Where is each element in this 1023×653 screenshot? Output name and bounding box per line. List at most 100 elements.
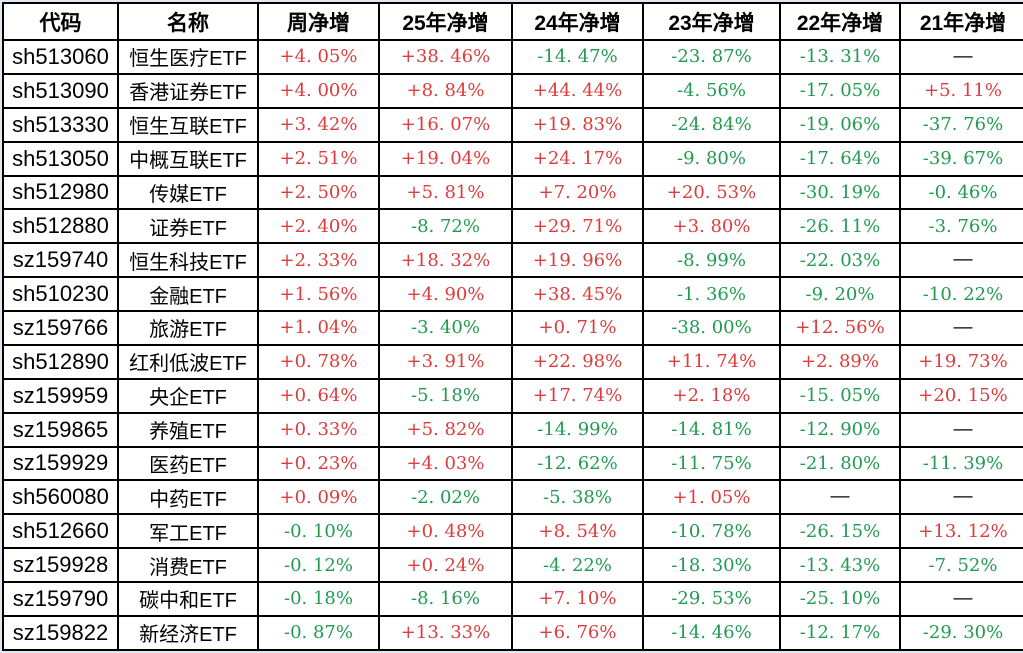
column-header: 23年净增: [642, 2, 781, 41]
net-change-cell: -21. 80%: [779, 445, 901, 482]
column-header: 代码: [2, 2, 119, 41]
net-change-cell: +19. 04%: [378, 140, 513, 177]
table-row: sz159928 消费ETF -0. 12% +0. 24% -4. 22% -18. 3…: [2, 547, 1023, 583]
net-change-cell: -8. 72%: [378, 208, 513, 245]
net-change-cell: -23. 87%: [642, 39, 781, 75]
etf-code-cell: sz159822: [2, 614, 119, 652]
net-change-cell: -7. 52%: [899, 547, 1023, 583]
etf-code-cell: sh513330: [2, 106, 119, 143]
column-header: 名称: [117, 2, 259, 41]
net-change-cell: +13. 33%: [378, 614, 513, 652]
net-change-cell: -4. 22%: [511, 547, 644, 583]
net-change-cell: -29. 30%: [899, 614, 1023, 652]
net-change-cell: +1. 56%: [257, 276, 380, 312]
net-change-cell: +19. 83%: [511, 106, 644, 143]
net-change-cell: -17. 64%: [779, 140, 901, 177]
net-change-cell: +13. 12%: [899, 513, 1023, 550]
net-change-cell: —: [899, 479, 1023, 516]
etf-code-cell: sz159929: [2, 445, 119, 482]
column-header: 24年净增: [511, 2, 644, 41]
table-row: sh512880 证券ETF +2. 40% -8. 72% +29. 71% +3. 8…: [2, 208, 1023, 245]
net-change-cell: -13. 43%: [779, 547, 901, 583]
net-change-cell: -12. 62%: [511, 445, 644, 482]
table-row: sh513060 恒生医疗ETF +4. 05% +38. 46% -14. 47% -2…: [2, 39, 1023, 75]
net-change-cell: -18. 30%: [642, 547, 781, 583]
etf-code-cell: sh510230: [2, 276, 119, 312]
etf-code-cell: sz159959: [2, 377, 119, 414]
table-row: sz159959 央企ETF +0. 64% -5. 18% +17. 74% +2. 1…: [2, 377, 1023, 414]
net-change-cell: -24. 84%: [642, 106, 781, 143]
net-change-cell: -4. 56%: [642, 72, 781, 109]
net-change-cell: -26. 15%: [779, 513, 901, 550]
net-change-cell: -14. 47%: [511, 39, 644, 75]
table-row: sh560080 中药ETF +0. 09% -2. 02% -5. 38% +1. 05…: [2, 479, 1023, 516]
net-change-cell: +4. 90%: [378, 276, 513, 312]
net-change-cell: —: [899, 581, 1023, 617]
etf-name-cell: 香港证券ETF: [117, 72, 259, 109]
net-change-cell: -0. 46%: [899, 174, 1023, 211]
table-row: sh512980 传媒ETF +2. 50% +5. 81% +7. 20% +20. 5…: [2, 174, 1023, 211]
etf-code-cell: sh512660: [2, 513, 119, 550]
net-change-cell: +5. 82%: [378, 411, 513, 448]
net-change-cell: +38. 46%: [378, 39, 513, 75]
net-change-cell: +8. 54%: [511, 513, 644, 550]
net-change-cell: +19. 96%: [511, 242, 644, 279]
net-change-cell: -15. 05%: [779, 377, 901, 414]
etf-code-cell: sh560080: [2, 479, 119, 516]
net-change-cell: +0. 78%: [257, 343, 380, 380]
net-change-cell: +0. 64%: [257, 377, 380, 414]
net-change-cell: -9. 80%: [642, 140, 781, 177]
net-change-cell: +20. 53%: [642, 174, 781, 211]
etf-code-cell: sh513060: [2, 39, 119, 75]
net-change-cell: —: [899, 411, 1023, 448]
etf-code-cell: sh512890: [2, 343, 119, 380]
table-row: sh513090 香港证券ETF +4. 00% +8. 84% +44. 44% -4.…: [2, 72, 1023, 109]
etf-name-cell: 证券ETF: [117, 208, 259, 245]
net-change-cell: +38. 45%: [511, 276, 644, 312]
net-change-cell: -30. 19%: [779, 174, 901, 211]
net-change-cell: +0. 24%: [378, 547, 513, 583]
net-change-cell: +6. 76%: [511, 614, 644, 652]
net-change-cell: +0. 33%: [257, 411, 380, 448]
net-change-cell: +5. 81%: [378, 174, 513, 211]
net-change-cell: -8. 16%: [378, 581, 513, 617]
net-change-cell: +0. 71%: [511, 310, 644, 346]
etf-code-cell: sz159766: [2, 310, 119, 346]
net-change-cell: -37. 76%: [899, 106, 1023, 143]
etf-name-cell: 碳中和ETF: [117, 581, 259, 617]
table-row: sh513050 中概互联ETF +2. 51% +19. 04% +24. 17% -9…: [2, 140, 1023, 177]
etf-name-cell: 恒生互联ETF: [117, 106, 259, 143]
net-change-cell: -14. 81%: [642, 411, 781, 448]
net-change-cell: +11. 74%: [642, 343, 781, 380]
net-change-cell: —: [899, 39, 1023, 75]
etf-name-cell: 旅游ETF: [117, 310, 259, 346]
net-change-cell: -38. 00%: [642, 310, 781, 346]
net-change-cell: +3. 80%: [642, 208, 781, 245]
net-change-cell: +1. 05%: [642, 479, 781, 516]
net-change-cell: -17. 05%: [779, 72, 901, 109]
etf-name-cell: 养殖ETF: [117, 411, 259, 448]
net-change-cell: -0. 87%: [257, 614, 380, 652]
net-change-cell: +2. 40%: [257, 208, 380, 245]
net-change-cell: +2. 18%: [642, 377, 781, 414]
etf-name-cell: 恒生医疗ETF: [117, 39, 259, 75]
etf-code-cell: sh512880: [2, 208, 119, 245]
net-change-cell: -14. 46%: [642, 614, 781, 652]
net-change-cell: +7. 10%: [511, 581, 644, 617]
net-change-cell: +3. 91%: [378, 343, 513, 380]
net-change-cell: -0. 18%: [257, 581, 380, 617]
table-row: sz159822 新经济ETF -0. 87% +13. 33% +6. 76% -14.…: [2, 614, 1023, 652]
net-change-cell: +2. 51%: [257, 140, 380, 177]
net-change-cell: +0. 48%: [378, 513, 513, 550]
column-header: 22年净增: [779, 2, 901, 41]
net-change-cell: +8. 84%: [378, 72, 513, 109]
net-change-cell: +16. 07%: [378, 106, 513, 143]
table-row: sz159790 碳中和ETF -0. 18% -8. 16% +7. 10% -29. …: [2, 581, 1023, 617]
net-change-cell: +4. 00%: [257, 72, 380, 109]
net-change-cell: -2. 02%: [378, 479, 513, 516]
etf-name-cell: 央企ETF: [117, 377, 259, 414]
net-change-cell: -11. 75%: [642, 445, 781, 482]
etf-name-cell: 恒生科技ETF: [117, 242, 259, 279]
net-change-cell: +2. 33%: [257, 242, 380, 279]
net-change-cell: +1. 04%: [257, 310, 380, 346]
